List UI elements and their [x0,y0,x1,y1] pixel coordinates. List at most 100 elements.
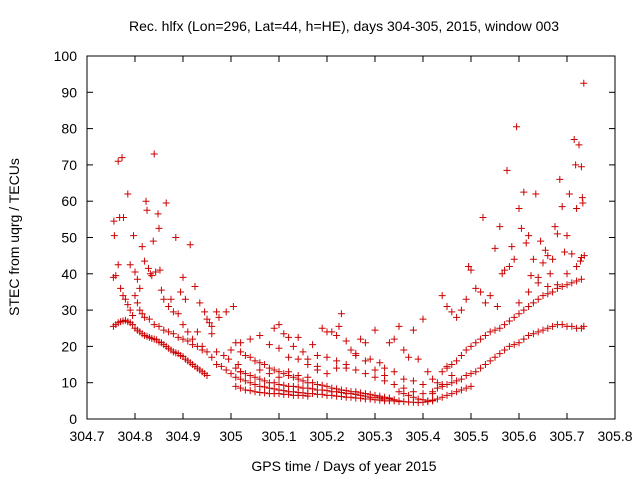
data-point [568,250,576,258]
y-tick-label: 100 [54,48,78,64]
data-point [371,373,379,381]
data-point [371,366,379,374]
data-point [424,397,432,405]
data-point [563,281,571,289]
data-point [225,355,233,363]
data-point [477,364,485,372]
data-point [261,389,269,397]
data-point [568,279,576,287]
data-point [189,335,197,343]
data-point [215,313,223,321]
data-point [544,283,552,291]
x-tick-label: 305.5 [453,428,488,444]
data-point [294,383,302,391]
data-point [130,232,138,240]
data-point [575,141,583,149]
data-point [472,368,480,376]
data-point [256,375,264,383]
data-point [515,310,523,318]
y-tick-label: 80 [61,121,77,137]
data-point [481,361,489,369]
data-point [429,396,437,404]
data-point [265,370,273,378]
data-point [275,373,283,381]
data-point [419,396,427,404]
x-tick-label: 304.9 [165,428,200,444]
data-point [558,321,566,329]
data-point [544,290,552,298]
data-point [462,384,470,392]
data-point [126,261,134,269]
data-point [232,364,240,372]
data-point [313,381,321,389]
data-point [496,324,504,332]
data-point [520,306,528,314]
data-point [515,339,523,347]
data-point [400,390,408,398]
x-tick-label: 305.3 [357,428,392,444]
data-point [136,284,144,292]
data-point [289,382,297,390]
data-point [448,379,456,387]
data-point [318,381,326,389]
data-point [352,351,360,359]
data-point [486,328,494,336]
data-point [572,161,580,169]
data-point [433,395,441,403]
data-point [505,317,513,325]
data-point [149,237,157,245]
data-point [241,377,249,385]
data-point [167,295,175,303]
data-point [539,292,547,300]
data-point [491,353,499,361]
x-tick-label: 305.8 [597,428,632,444]
data-point [453,388,461,396]
data-point [577,163,585,171]
data-point [515,204,523,212]
data-point [126,306,134,314]
data-point [366,390,374,398]
data-point [390,396,398,404]
data-point [429,388,437,396]
data-point [299,377,307,385]
data-point [299,391,307,399]
data-point [335,322,343,330]
data-point [481,299,489,307]
data-point [361,357,369,365]
data-point [409,393,417,401]
data-point [138,243,146,251]
data-point [313,351,321,359]
data-point [390,335,398,343]
data-point [241,370,249,378]
data-point [174,333,182,341]
data-point [280,330,288,338]
data-point [395,397,403,405]
x-axis-label: GPS time / Days of year 2015 [251,458,436,474]
x-tick-label: 305.6 [501,428,536,444]
x-tick-label: 305 [219,428,243,444]
data-point [229,302,237,310]
data-point [573,263,581,271]
data-point [549,322,557,330]
data-point [534,295,542,303]
data-point [479,214,487,222]
data-point [289,342,297,350]
data-point [318,324,326,332]
data-point [203,315,211,323]
data-point [246,335,254,343]
data-point [381,393,389,401]
data-point [534,273,542,281]
data-point [400,346,408,354]
data-point [333,332,341,340]
data-point [184,328,192,336]
data-point [419,315,427,323]
data-point [443,381,451,389]
data-point [457,306,465,314]
data-point [462,295,470,303]
y-tick-label: 50 [61,230,77,246]
x-tick-label: 305.2 [309,428,344,444]
data-point [525,302,533,310]
data-point [472,339,480,347]
data-point [165,302,173,310]
